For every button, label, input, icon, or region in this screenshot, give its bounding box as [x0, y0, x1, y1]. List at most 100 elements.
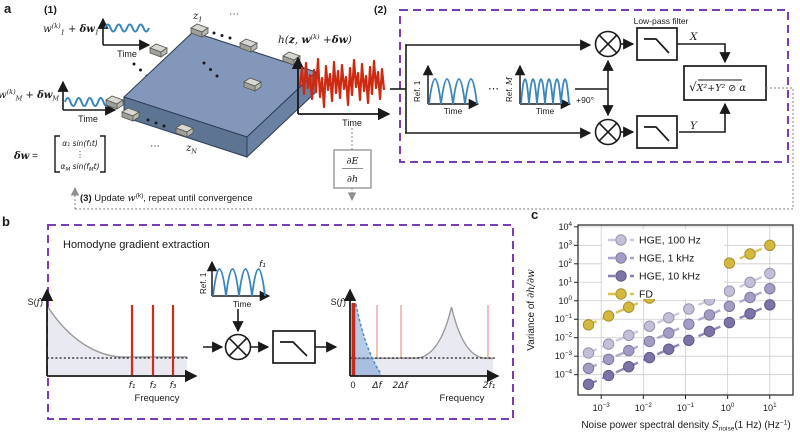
reference-1-plot: Ref. 1 Time — [413, 64, 480, 116]
data-point — [623, 344, 635, 357]
time-axis-label: Time — [117, 49, 137, 59]
matrix-row-1: α₁ sin(f₁t) — [62, 139, 98, 148]
input2-label: w(k)M + δwM — [0, 88, 59, 103]
low-pass-filter-icon — [272, 330, 316, 364]
legend-marker — [615, 270, 627, 282]
tick-f3: f₃ — [170, 381, 177, 391]
demodulated-spectrum-plot: S(f) 0 Δf 2Δf 2f₁ Frequency — [331, 288, 500, 404]
legend-marker — [615, 288, 627, 300]
spectrum-ylabel: S(f) — [28, 297, 43, 308]
phase-shift-label: +90° — [576, 95, 594, 105]
panel-b-title: Homodyne gradient extraction — [63, 239, 210, 251]
data-point — [623, 301, 635, 313]
mixer-top-icon — [594, 30, 622, 58]
error-gradient-box: ∂E ∂h — [333, 149, 372, 189]
mixer-icon — [224, 333, 252, 361]
frequency-axis-label: Frequency — [440, 393, 485, 404]
y-tick-label: 10−2 — [555, 332, 573, 343]
y-tick-label: 102 — [558, 258, 572, 269]
z1-label: z1 — [192, 11, 202, 24]
y-tick-label: 104 — [558, 221, 572, 232]
data-point — [663, 327, 675, 339]
y-tick-label: 103 — [558, 239, 572, 250]
spectrum-fill — [48, 307, 187, 375]
panel-b-dashed-border — [47, 224, 514, 420]
x-tick-label: 100 — [721, 402, 735, 413]
input-ellipsis-dots — [132, 62, 149, 78]
time-axis-label: Time — [536, 106, 555, 116]
data-point — [683, 334, 695, 347]
mirrored-spectrum-curve — [354, 306, 494, 360]
series-line-1 — [588, 287, 771, 370]
zN-label: zN — [185, 143, 197, 156]
data-point — [643, 335, 656, 348]
data-point — [723, 316, 736, 329]
dEdh-numerator: ∂E — [347, 156, 359, 167]
data-point — [764, 282, 776, 295]
chart-ylabel: Variance of ∂h/∂w — [526, 269, 537, 351]
data-point — [744, 291, 756, 304]
dEdh-denominator: ∂h — [347, 174, 358, 185]
reference-inset-plot: f₁ Ref. 1 Time — [199, 260, 271, 309]
y-tick-label: 101 — [558, 276, 572, 287]
variance-chart: 10−3 10−2 10−1 100 101 104 103 102 101 100 10−1 10−… — [555, 221, 794, 413]
chart-xlabel: Noise power spectral density Snoise(1 Hz… — [581, 420, 790, 433]
data-point — [663, 312, 675, 324]
dc-gradient-peak — [351, 303, 356, 376]
data-point — [582, 362, 595, 375]
legend-label: HGE, 10 kHz — [639, 271, 700, 283]
legend-label: HGE, 1 kHz — [639, 253, 694, 265]
legend-label: FD — [639, 289, 653, 301]
tick-f2: f₂ — [150, 381, 157, 391]
data-point — [703, 325, 716, 338]
data-point — [744, 248, 756, 260]
tick-2f1: 2f₁ — [483, 381, 496, 391]
lpf-passband-fill — [356, 304, 381, 376]
data-point — [744, 307, 756, 320]
data-point — [683, 303, 695, 315]
series-line-0 — [588, 272, 771, 355]
input-spectrum-plot: S(f) f₁ f₂ f₃ Frequency — [28, 288, 198, 404]
z-top-ellipsis: ⋯ — [229, 9, 239, 20]
panel-c-letter: c — [531, 207, 538, 222]
matrix-vdots: ⋮ — [76, 150, 84, 159]
panel-b-letter: b — [2, 214, 10, 229]
data-point — [643, 351, 656, 364]
z-bottom-ellipsis: ⋯ — [150, 141, 160, 152]
input-waveform-plot-1: Time w(k)1 + δw1 — [43, 17, 151, 59]
data-point — [602, 310, 615, 322]
slab-dot-groups — [146, 31, 232, 128]
data-point — [602, 369, 615, 382]
data-point — [764, 267, 776, 280]
data-point — [703, 309, 716, 321]
perturbation-vector-equation: δw = α₁ sin(f₁t) ⋮ αM sin(fMt) — [13, 135, 106, 173]
low-pass-filter-bottom-icon — [636, 115, 678, 149]
noise-spectrum-curve — [47, 306, 187, 358]
low-pass-filter-top-icon — [636, 27, 678, 61]
data-point — [723, 257, 736, 269]
reference-M-plot: Ref. M Time — [505, 64, 572, 116]
step3-caption: (3) Update w(k), repeat until convergenc… — [80, 193, 253, 205]
input-waveform-plot-2: Time w(k)M + δwM — [0, 80, 117, 124]
spectrum-ylabel: S(f) — [331, 297, 346, 308]
data-point — [764, 239, 776, 252]
h-plot-title: h(z, w(k) +δw) — [278, 33, 352, 46]
legend-marker — [615, 252, 627, 264]
lpf-label: Low-pass filter — [634, 16, 689, 26]
panel-a-letter: a — [4, 1, 12, 16]
time-axis-label: Time — [444, 106, 463, 116]
legend-label: HGE, 100 Hz — [639, 235, 701, 247]
data-point — [723, 285, 736, 297]
data-point — [723, 300, 736, 313]
data-point — [623, 329, 635, 342]
y-tick-label: 100 — [558, 295, 572, 306]
step2-label: (2) — [374, 4, 387, 16]
legend-marker — [615, 234, 627, 246]
magnitude-equation: √X²+Y² ⊘ α — [689, 80, 746, 94]
spectrum-fill — [352, 307, 493, 375]
data-point — [582, 378, 595, 391]
tick-0: 0 — [350, 380, 355, 390]
time-axis-label: Time — [78, 114, 98, 124]
y-tick-label: 10−4 — [555, 369, 573, 380]
